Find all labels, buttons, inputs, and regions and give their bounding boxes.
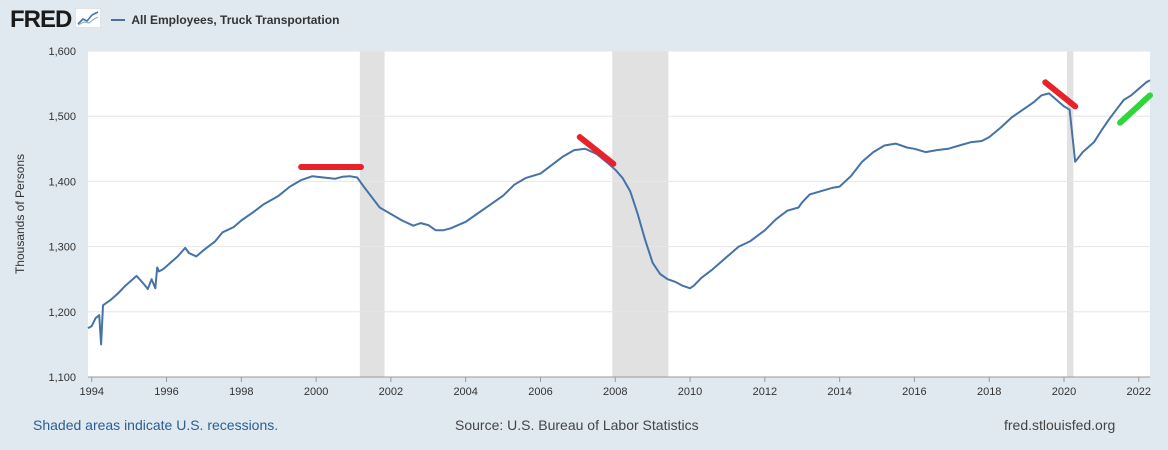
recession-band: [359, 51, 385, 377]
x-tick-label: 2020: [1052, 386, 1076, 398]
site-link[interactable]: fred.stlouisfed.org: [1004, 417, 1116, 433]
chart-header: FRED All Employees, Truck Transportation: [10, 6, 339, 34]
x-tick-label: 2002: [379, 386, 403, 398]
legend[interactable]: All Employees, Truck Transportation: [111, 13, 339, 27]
recession-band: [1066, 51, 1074, 377]
x-tick-label: 2022: [1127, 386, 1151, 398]
x-tick-label: 2014: [827, 386, 851, 398]
legend-swatch: [111, 19, 126, 21]
y-axis-label: Thousands of Persons: [13, 154, 27, 274]
source-note: Source: U.S. Bureau of Labor Statistics: [455, 417, 699, 433]
x-tick-label: 2004: [453, 386, 477, 398]
y-tick-label: 1,300: [48, 242, 76, 254]
x-tick-label: 2012: [753, 386, 777, 398]
legend-series-label: All Employees, Truck Transportation: [131, 13, 340, 27]
x-tick-label: 1998: [229, 386, 253, 398]
recession-note: Shaded areas indicate U.S. recessions.: [33, 417, 279, 433]
recession-band: [612, 51, 669, 377]
x-tick-label: 2016: [902, 386, 926, 398]
y-tick-label: 1,600: [48, 46, 76, 58]
trend-annotation: [576, 134, 617, 167]
trend-annotation: [1042, 79, 1079, 110]
x-tick-label: 2000: [304, 386, 328, 398]
x-tick-label: 2008: [603, 386, 627, 398]
y-tick-label: 1,200: [48, 307, 76, 319]
x-tick-label: 1994: [79, 386, 103, 398]
x-tick-label: 2006: [528, 386, 552, 398]
x-tick-label: 2010: [678, 386, 702, 398]
y-tick-label: 1,400: [48, 176, 76, 188]
y-tick-label: 1,500: [48, 111, 76, 123]
fred-logo[interactable]: FRED: [10, 6, 72, 33]
y-tick-label: 1,100: [48, 372, 76, 384]
x-tick-label: 1996: [154, 386, 178, 398]
trend-annotation: [1117, 92, 1153, 126]
x-tick-label: 2018: [977, 386, 1001, 398]
